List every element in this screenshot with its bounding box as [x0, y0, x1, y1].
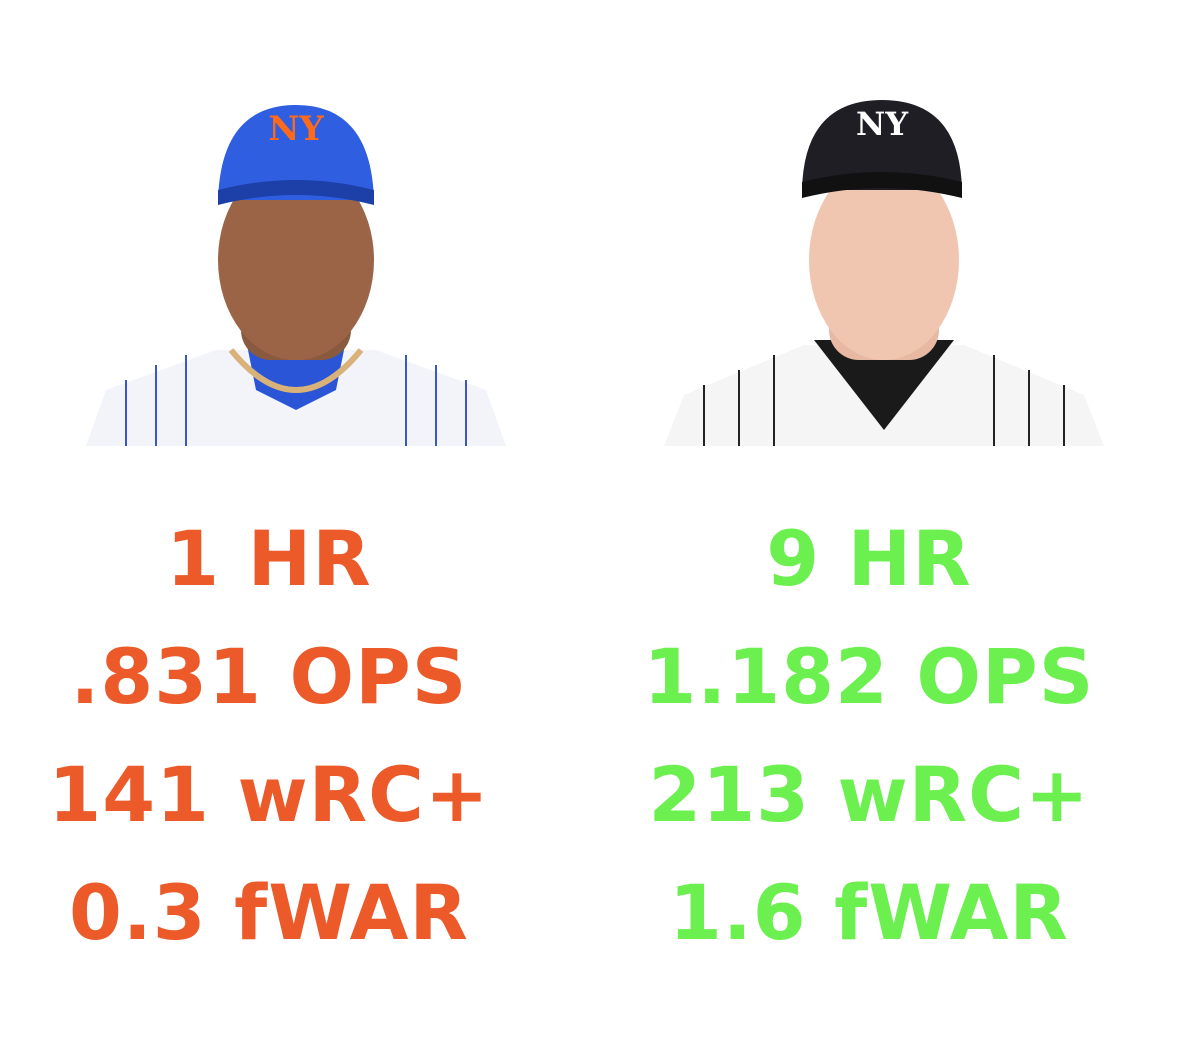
cap-logo: NY	[268, 109, 324, 149]
stat-line: .831 OPS	[70, 632, 468, 721]
face	[809, 160, 959, 360]
pinstripes	[125, 355, 467, 446]
face	[218, 160, 374, 360]
stat-line: 1 HR	[166, 514, 372, 603]
chain	[228, 348, 364, 393]
stat-line: 0.3 fWAR	[69, 868, 469, 957]
cap	[802, 100, 962, 190]
stat-line: 213 wRC+	[648, 750, 1090, 839]
pinstripes	[703, 355, 1065, 446]
cap	[218, 105, 374, 200]
player-photo: NY	[86, 105, 506, 446]
player-photo: NY	[664, 100, 1104, 446]
stat-line: 1.182 OPS	[643, 632, 1095, 721]
stat-line: 1.6 fWAR	[669, 868, 1069, 957]
cap-brim	[802, 172, 962, 198]
stats-column: 9 HR 1.182 OPS 213 wRC+ 1.6 fWAR	[574, 500, 1164, 972]
cap-brim	[218, 180, 374, 205]
collar	[814, 340, 954, 430]
stats-column: 1 HR .831 OPS 141 wRC+ 0.3 fWAR	[0, 500, 564, 972]
stat-line: 9 HR	[766, 514, 972, 603]
cap-logo: NY	[856, 105, 909, 143]
stat-line: 141 wRC+	[48, 750, 490, 839]
